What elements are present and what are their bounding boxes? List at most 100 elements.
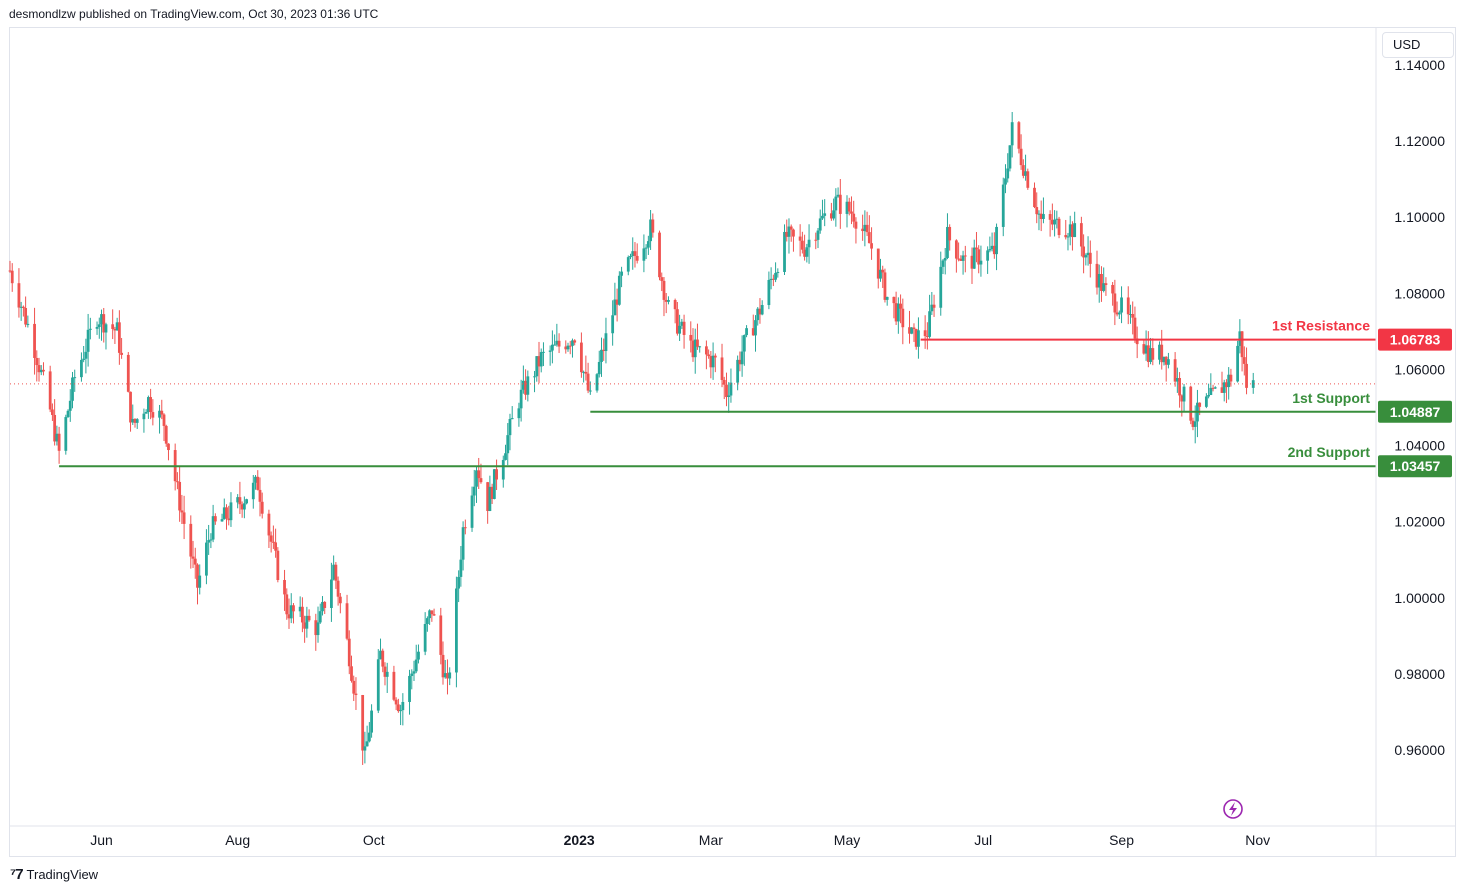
candle-body xyxy=(506,435,510,454)
candle xyxy=(1055,210,1059,229)
candle-body xyxy=(1227,374,1231,388)
candle-body xyxy=(334,564,338,581)
candle xyxy=(510,406,514,420)
candle xyxy=(1084,253,1088,266)
candle xyxy=(267,509,271,548)
publisher-header: desmondlzw published on TradingView.com,… xyxy=(9,7,379,21)
candle xyxy=(1227,367,1231,400)
candle-body xyxy=(363,746,367,751)
lightning-icon-bolt xyxy=(1229,802,1237,816)
candle-body xyxy=(642,248,646,261)
candle-body xyxy=(892,296,896,304)
candle-body xyxy=(1115,312,1119,315)
candle xyxy=(1245,347,1248,395)
candle xyxy=(1111,282,1115,306)
time-tick-label: Nov xyxy=(1245,832,1270,848)
candle-body xyxy=(1131,314,1135,318)
candle xyxy=(269,531,273,553)
candle-body xyxy=(347,638,351,667)
candle xyxy=(120,337,124,359)
candle xyxy=(783,224,786,275)
candle-body xyxy=(883,272,887,300)
candle xyxy=(1073,211,1077,238)
candle xyxy=(472,469,476,507)
candle xyxy=(972,239,976,269)
candle xyxy=(486,481,490,524)
candle xyxy=(432,608,436,616)
candle-body xyxy=(990,245,994,250)
candle xyxy=(457,570,461,603)
candle-body xyxy=(1182,386,1186,402)
candle-body xyxy=(222,507,226,520)
level-lines: 1st Resistance 1.06783 1st Support 1.04887 2… xyxy=(59,318,1452,478)
price-tick-label: 1.04000 xyxy=(1394,438,1445,454)
candle-body xyxy=(84,351,88,359)
candle xyxy=(1207,383,1210,399)
candle xyxy=(39,365,43,376)
time-tick-label: Jul xyxy=(974,832,992,848)
time-axis: Jun Aug Oct 2023 Mar May Jul Sep Nov 2024 xyxy=(10,825,1455,848)
candle-body xyxy=(789,226,793,230)
candle-body xyxy=(189,523,193,557)
candle xyxy=(611,300,615,346)
candle xyxy=(55,425,59,446)
candle xyxy=(542,342,545,367)
candle-body xyxy=(267,513,271,536)
candle-body xyxy=(615,299,619,305)
candle xyxy=(338,593,342,614)
candle-body xyxy=(760,305,764,315)
candle xyxy=(680,318,684,329)
candle xyxy=(850,196,853,225)
currency-button[interactable]: USD xyxy=(1382,32,1454,58)
candle xyxy=(381,648,385,673)
candle-body xyxy=(323,601,327,608)
candle-body xyxy=(896,303,900,322)
lightning-icon[interactable] xyxy=(1223,799,1243,819)
candle xyxy=(205,529,208,585)
candle-body xyxy=(611,315,615,334)
candle xyxy=(10,263,14,292)
candle-body xyxy=(785,231,789,237)
candle xyxy=(1191,417,1195,431)
candle xyxy=(1100,266,1103,302)
candle-body xyxy=(1113,293,1117,313)
candle xyxy=(943,247,947,275)
candle-body xyxy=(629,256,632,258)
candle-body xyxy=(709,356,713,368)
candle xyxy=(704,340,708,370)
tradingview-logo-icon: ⁷7 xyxy=(10,866,23,883)
candle xyxy=(1066,232,1070,251)
candle xyxy=(131,404,135,425)
candle-body xyxy=(1111,284,1115,294)
candle-body xyxy=(1053,219,1056,225)
candle-body xyxy=(680,321,684,326)
candle-body xyxy=(1207,395,1210,397)
candle xyxy=(51,403,54,421)
candle xyxy=(361,694,365,765)
candle-body xyxy=(963,255,967,257)
candle xyxy=(151,399,155,426)
candle-body xyxy=(814,239,818,241)
footer-brand[interactable]: ⁷7 TradingView xyxy=(10,866,98,883)
candle xyxy=(537,341,541,384)
candle xyxy=(896,297,900,334)
candle-body xyxy=(959,258,963,261)
price-tick-label: 1.00000 xyxy=(1394,590,1445,606)
candle-body xyxy=(662,280,666,300)
candle xyxy=(635,243,639,264)
candle xyxy=(71,371,74,409)
candle xyxy=(323,601,327,615)
candle-body xyxy=(943,257,947,261)
candle xyxy=(178,466,182,522)
candle xyxy=(604,317,608,364)
candle xyxy=(24,296,28,328)
candle-body xyxy=(1193,421,1197,427)
candle xyxy=(854,217,858,244)
candle-body xyxy=(539,352,543,367)
candle xyxy=(425,616,429,632)
candle-body xyxy=(338,596,342,604)
candle xyxy=(792,228,795,252)
candle xyxy=(470,486,474,532)
candle xyxy=(1042,197,1045,224)
